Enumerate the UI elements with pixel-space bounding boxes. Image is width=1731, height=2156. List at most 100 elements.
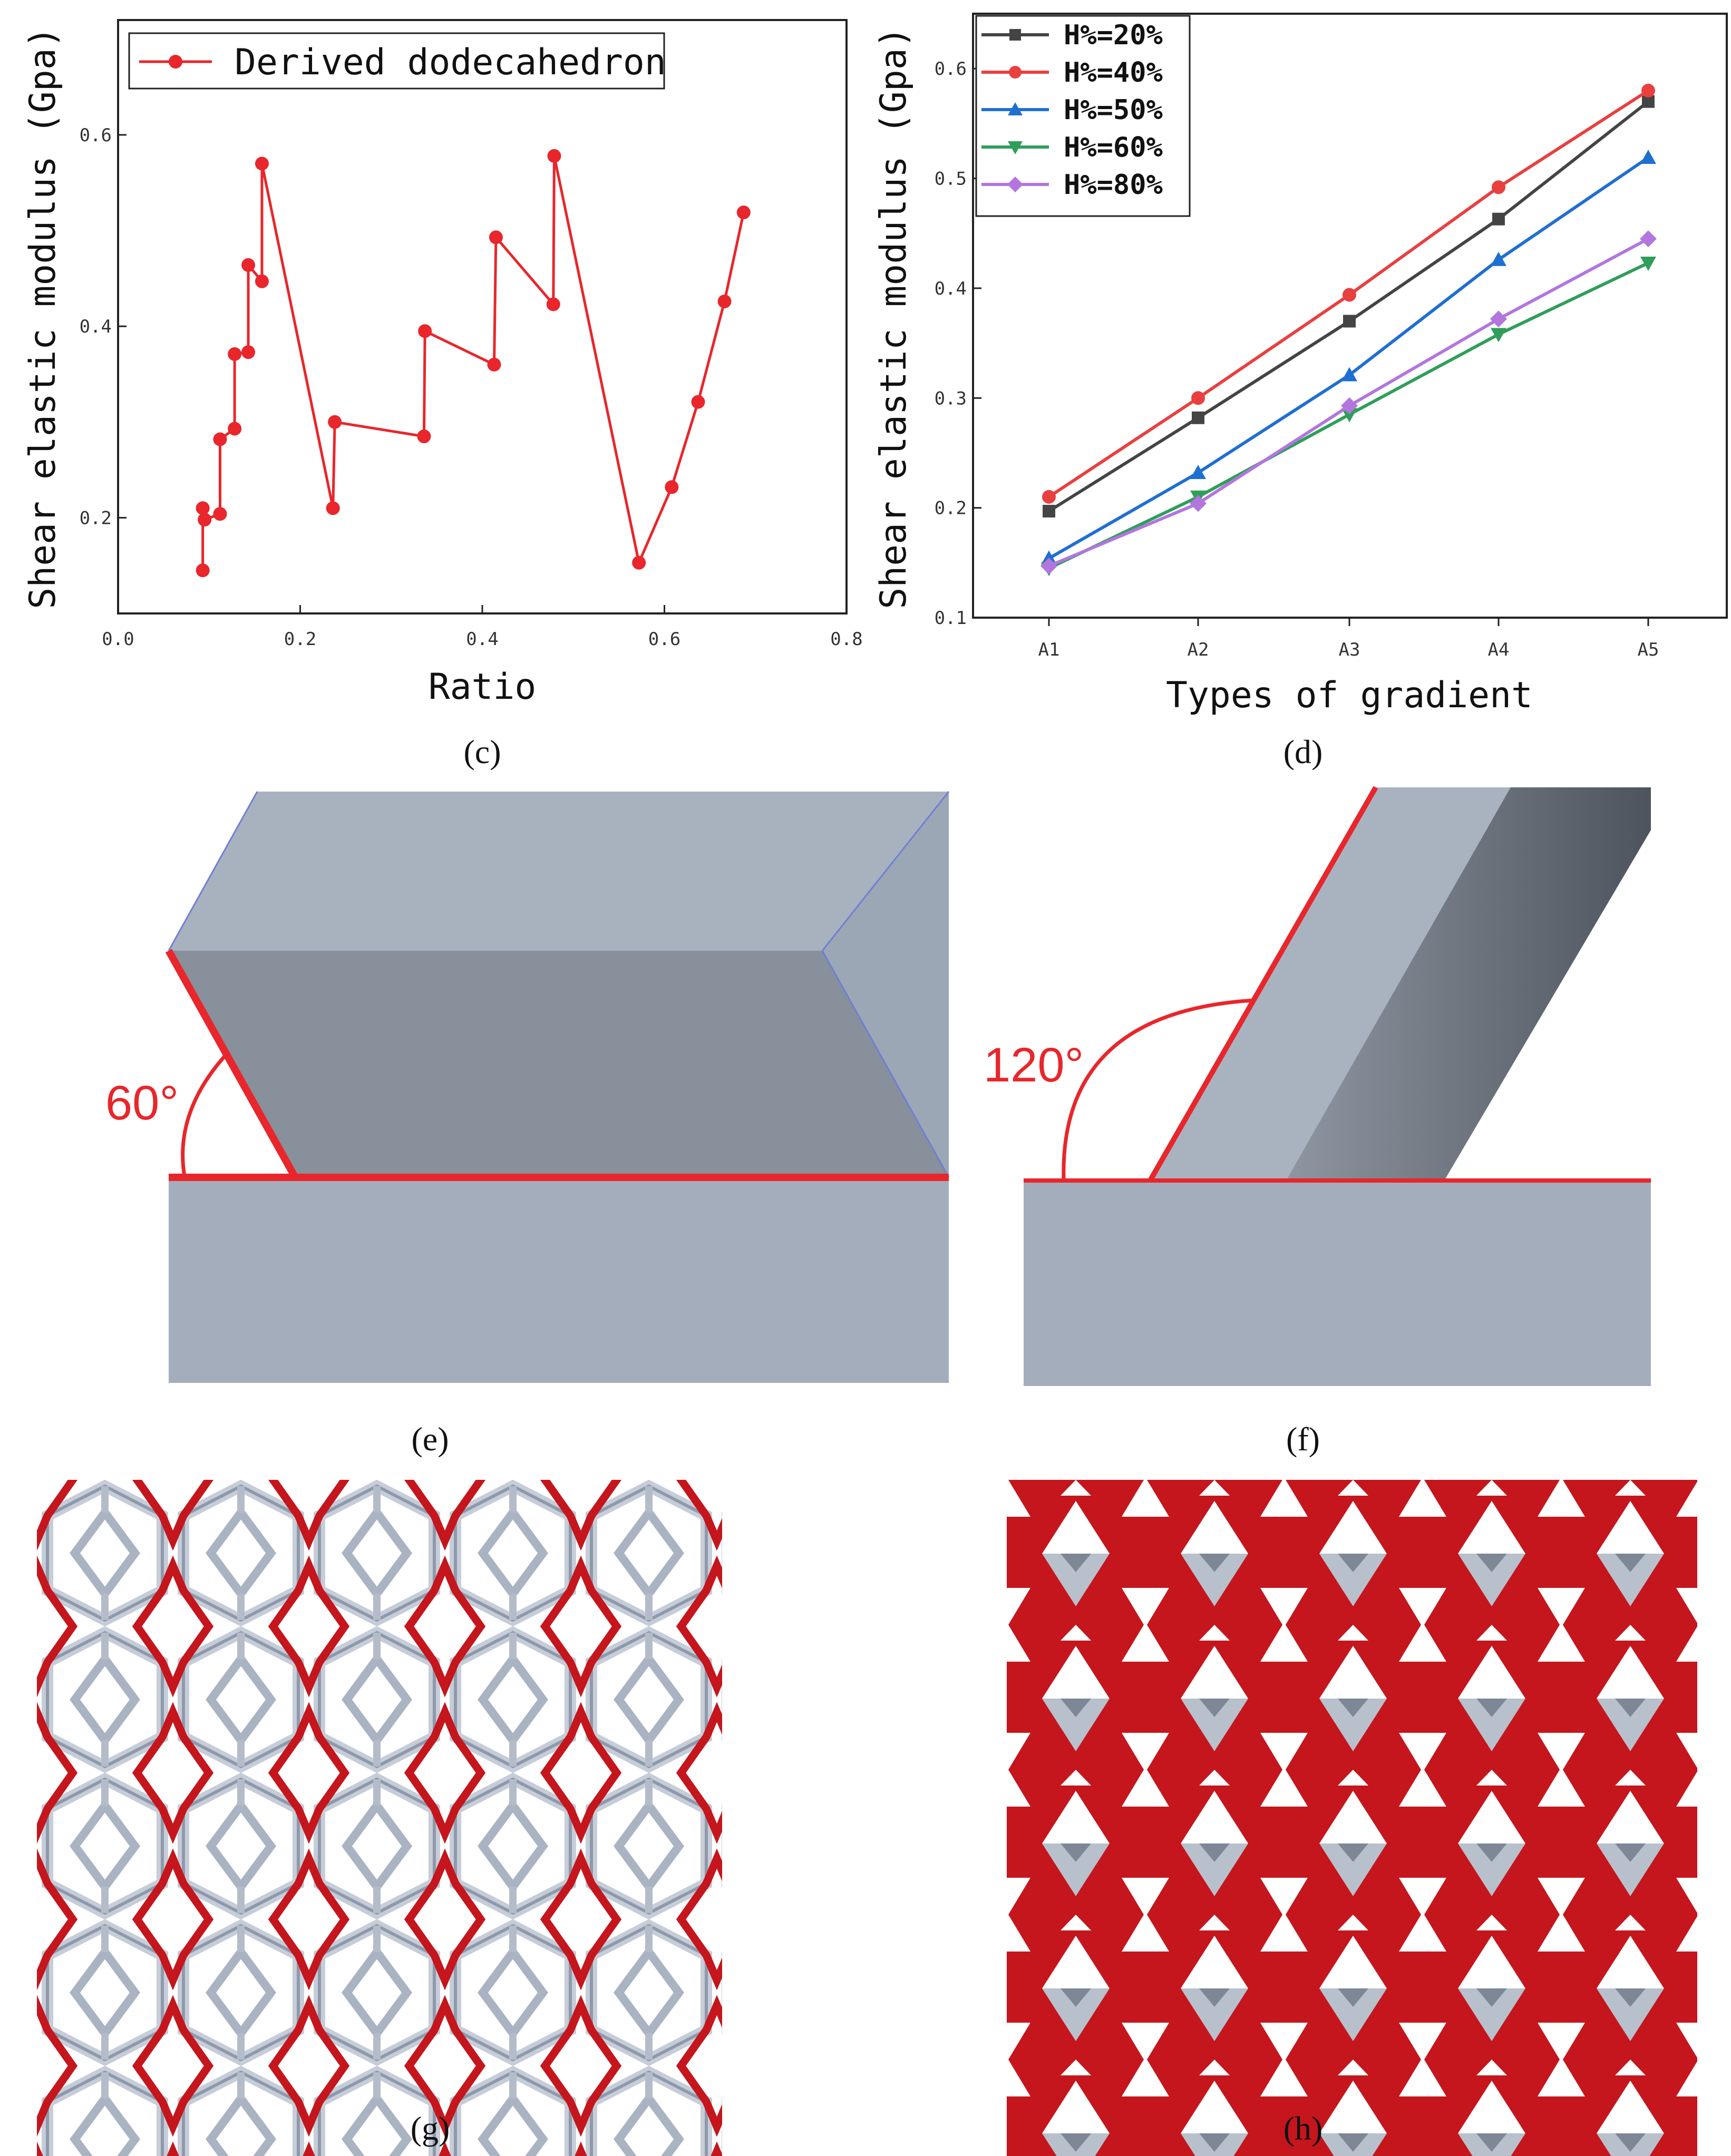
- data-point: [228, 422, 242, 436]
- diagram-f: 120° (f): [984, 786, 1651, 1458]
- legend-label: H%=40%: [1064, 57, 1163, 89]
- panel-label-h: (h): [1283, 2110, 1323, 2147]
- data-point: [1042, 490, 1056, 504]
- chart-d: 0.1 0.2 0.3 0.4 0.5 0.6 A1 A2 A3 A4 A5 H%=20% H%=4…: [873, 13, 1728, 770]
- data-point: [196, 501, 210, 515]
- panel-label-f: (f): [1286, 1420, 1320, 1458]
- lattice-g: (g): [37, 1480, 722, 2156]
- chart-c: 0.2 0.4 0.6 0.0 0.2 0.4 0.6 0.8 Derived dodeca…: [22, 19, 863, 770]
- data-point: [1492, 180, 1505, 194]
- legend-label: Derived dodecahedron: [235, 42, 666, 83]
- diagram-e: 60° (e): [105, 791, 950, 1458]
- data-point: [255, 274, 269, 288]
- data-point: [418, 324, 432, 338]
- y-axis-title: Shear elastic modulus (Gpa): [873, 26, 915, 609]
- panel-label-d: (d): [1283, 733, 1323, 770]
- data-point: [241, 258, 256, 272]
- beam-shaded-face: [1286, 787, 1651, 1181]
- data-point: [1491, 251, 1506, 266]
- series-points: [196, 149, 751, 578]
- y-tick-label: 0.6: [80, 125, 112, 146]
- data-point: [691, 395, 705, 409]
- data-point: [241, 345, 256, 359]
- angle-arc: [181, 1052, 228, 1177]
- data-point: [1343, 288, 1356, 302]
- x-tick-label: 0.2: [284, 629, 316, 650]
- series-2: [1041, 149, 1656, 565]
- lattice-h: (h): [1007, 1480, 1697, 2156]
- data-point: [198, 513, 212, 527]
- data-point: [1641, 83, 1655, 97]
- base-block: [169, 1177, 949, 1383]
- x-tick-label: A3: [1339, 639, 1360, 660]
- series-1: [1042, 83, 1655, 504]
- data-point: [1190, 464, 1206, 479]
- legend-marker: [1008, 141, 1023, 154]
- data-point: [326, 501, 340, 515]
- data-point: [228, 347, 242, 361]
- data-point: [487, 357, 501, 372]
- x-tick-label: 0.0: [102, 629, 134, 650]
- data-point: [1640, 149, 1656, 164]
- prism-edge: [821, 791, 950, 951]
- data-point: [717, 294, 732, 308]
- prism-edge: [821, 950, 950, 1178]
- data-point: [632, 555, 646, 570]
- data-point: [255, 157, 269, 171]
- data-point: [1190, 495, 1207, 512]
- legend: Derived dodecahedron: [128, 32, 666, 90]
- legend: H%=20% H%=40% H%=50% H%=60% H%=80%: [975, 15, 1191, 217]
- series-0: [1043, 95, 1655, 518]
- x-axis-title: Ratio: [429, 666, 537, 708]
- data-point: [1341, 397, 1358, 414]
- angle-arc: [1062, 998, 1255, 1180]
- data-point: [665, 480, 679, 494]
- legend-marker: [169, 55, 182, 69]
- data-point: [736, 206, 751, 220]
- data-point: [489, 230, 503, 245]
- y-tick-label: 0.2: [80, 508, 112, 529]
- series-line: [201, 155, 745, 571]
- slant-line-red: [1147, 786, 1378, 1182]
- series-4: [1040, 230, 1657, 575]
- data-point: [1640, 230, 1657, 248]
- data-point: [1192, 411, 1204, 424]
- series-line: [1048, 156, 1649, 560]
- data-point: [213, 507, 227, 521]
- y-tick-label: 0.1: [935, 608, 967, 629]
- y-tick-label: 0.5: [935, 169, 967, 190]
- x-axis-ticks: 0.0 0.2 0.4 0.6 0.8: [102, 605, 863, 650]
- data-point: [1490, 310, 1507, 328]
- data-point: [1041, 550, 1057, 565]
- base-block: [1024, 1181, 1651, 1386]
- data-point: [1343, 315, 1356, 328]
- panel-label-c: (c): [463, 733, 501, 770]
- angle-label-e: 60°: [105, 1076, 179, 1130]
- legend-marker: [1008, 102, 1023, 115]
- panel-label-e: (e): [411, 1420, 449, 1458]
- data-point: [547, 149, 561, 163]
- prism-edge: [168, 791, 258, 951]
- data-point: [1640, 256, 1656, 271]
- y-tick-label: 0.3: [935, 388, 967, 409]
- x-axis-ticks: A1 A2 A3 A4 A5: [1038, 618, 1659, 660]
- data-point: [1491, 328, 1506, 343]
- x-tick-label: 0.4: [466, 629, 498, 650]
- x-tick-label: 0.6: [648, 629, 680, 650]
- prism-front-face: [169, 951, 949, 1177]
- x-tick-label: A4: [1488, 639, 1510, 660]
- legend-label: H%=60%: [1064, 132, 1163, 163]
- legend-label: H%=50%: [1064, 94, 1163, 126]
- series-group: [1040, 83, 1657, 577]
- legend-marker: [1007, 177, 1023, 192]
- data-point: [1040, 558, 1057, 575]
- series-3: [1041, 256, 1656, 577]
- data-point: [1341, 367, 1357, 382]
- prism-side-face: [822, 792, 949, 1177]
- data-point: [546, 297, 560, 311]
- slant-line-red: [165, 949, 299, 1179]
- data-point: [213, 432, 227, 446]
- legend-marker: [1009, 66, 1022, 79]
- x-tick-label: A5: [1638, 639, 1659, 660]
